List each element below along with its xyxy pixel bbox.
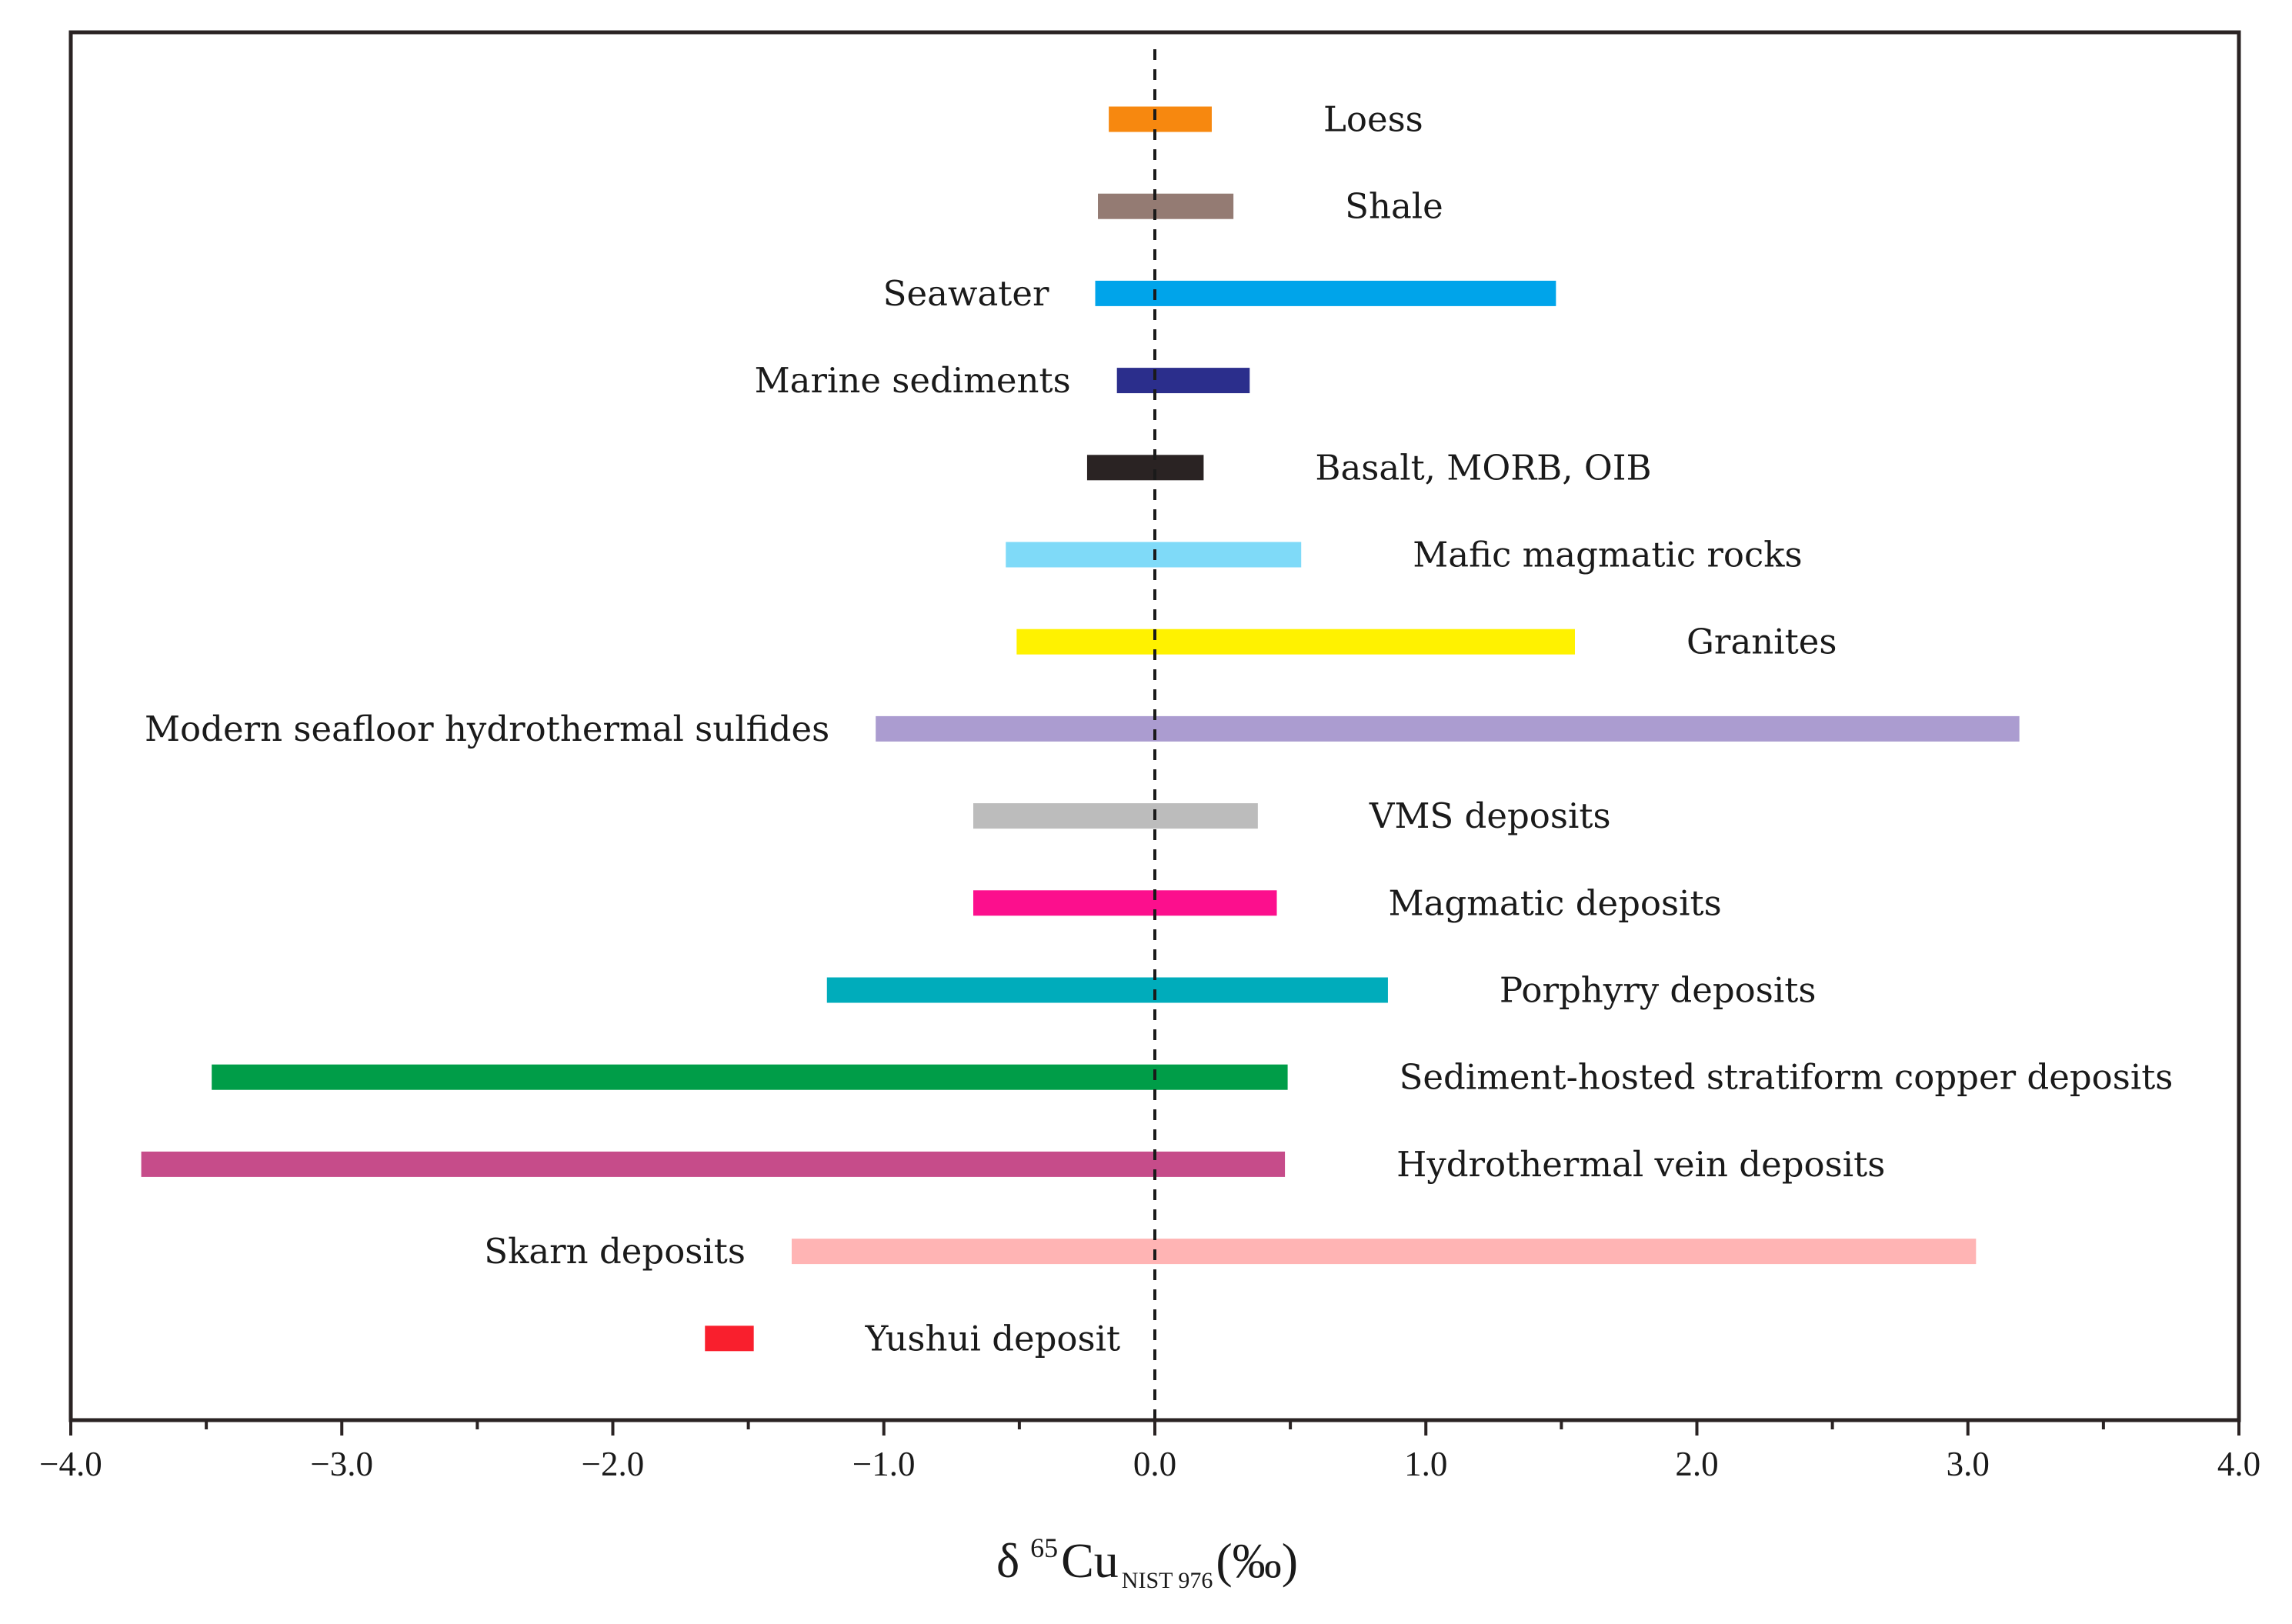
bar-2 bbox=[1098, 193, 1234, 219]
category-label-9: VMS deposits bbox=[1369, 795, 1611, 836]
bar-12 bbox=[212, 1064, 1288, 1090]
x-tick-label-6: 1.0 bbox=[1404, 1445, 1447, 1483]
category-label-8: Modern seafloor hydrothermal sulfides bbox=[145, 709, 829, 749]
category-labels-layer: Loess Shale Seawater Marine sediments Basalt… bbox=[145, 99, 2173, 1359]
bar-11 bbox=[826, 977, 1388, 1003]
x-tick-label-2: −3.0 bbox=[310, 1445, 373, 1483]
x-tick-label-4: −1.0 bbox=[852, 1445, 916, 1483]
bar-7 bbox=[1016, 629, 1575, 655]
category-label-1: Loess bbox=[1323, 99, 1423, 140]
x-tick-label-7: 2.0 bbox=[1675, 1445, 1718, 1483]
bar-4 bbox=[1116, 368, 1250, 394]
x-axis-title-superscript: 65 bbox=[1030, 1532, 1058, 1563]
bar-1 bbox=[1109, 106, 1212, 132]
category-label-15: Yushui deposit bbox=[865, 1318, 1120, 1359]
category-label-4: Marine sediments bbox=[755, 360, 1071, 401]
x-axis-ticks: −4.0 −3.0 −2.0 −1.0 0.0 1.0 2.0 3.0 4.0 bbox=[39, 1420, 2260, 1483]
x-axis-title-unit: (‰) bbox=[1216, 1533, 1298, 1588]
bar-10 bbox=[973, 890, 1277, 916]
category-label-6: Mafic magmatic rocks bbox=[1413, 535, 1802, 575]
x-axis-title-element: Cu bbox=[1061, 1533, 1119, 1588]
x-axis-title-symbol: δ bbox=[996, 1533, 1019, 1588]
x-tick-label-9: 4.0 bbox=[2217, 1445, 2260, 1483]
category-label-14: Skarn deposits bbox=[484, 1231, 746, 1272]
x-tick-label-5: 0.0 bbox=[1133, 1445, 1176, 1483]
category-label-10: Magmatic deposits bbox=[1389, 882, 1722, 923]
category-label-3: Seawater bbox=[883, 273, 1049, 314]
bar-13 bbox=[141, 1151, 1286, 1177]
x-axis-title-subscript: NIST 976 bbox=[1122, 1568, 1213, 1593]
category-label-12: Sediment-hosted stratiform copper deposi… bbox=[1400, 1057, 2174, 1098]
bars-layer bbox=[141, 106, 2020, 1352]
category-label-5: Basalt, MORB, OIB bbox=[1315, 447, 1651, 488]
x-axis-title: δ 65 Cu NIST 976 (‰) bbox=[996, 1532, 1298, 1593]
category-label-7: Granites bbox=[1686, 622, 1837, 662]
bar-5 bbox=[1086, 455, 1204, 481]
bar-9 bbox=[973, 803, 1258, 829]
category-label-11: Porphyry deposits bbox=[1500, 970, 1817, 1011]
category-label-2: Shale bbox=[1345, 186, 1443, 227]
bar-8 bbox=[876, 715, 2020, 742]
x-tick-label-3: −2.0 bbox=[582, 1445, 645, 1483]
x-tick-label-8: 3.0 bbox=[1947, 1445, 1990, 1483]
bar-3 bbox=[1095, 280, 1556, 306]
category-label-13: Hydrothermal vein deposits bbox=[1396, 1144, 1885, 1185]
x-tick-label-1: −4.0 bbox=[39, 1445, 102, 1483]
bar-15 bbox=[705, 1326, 754, 1352]
bar-14 bbox=[791, 1239, 1977, 1265]
